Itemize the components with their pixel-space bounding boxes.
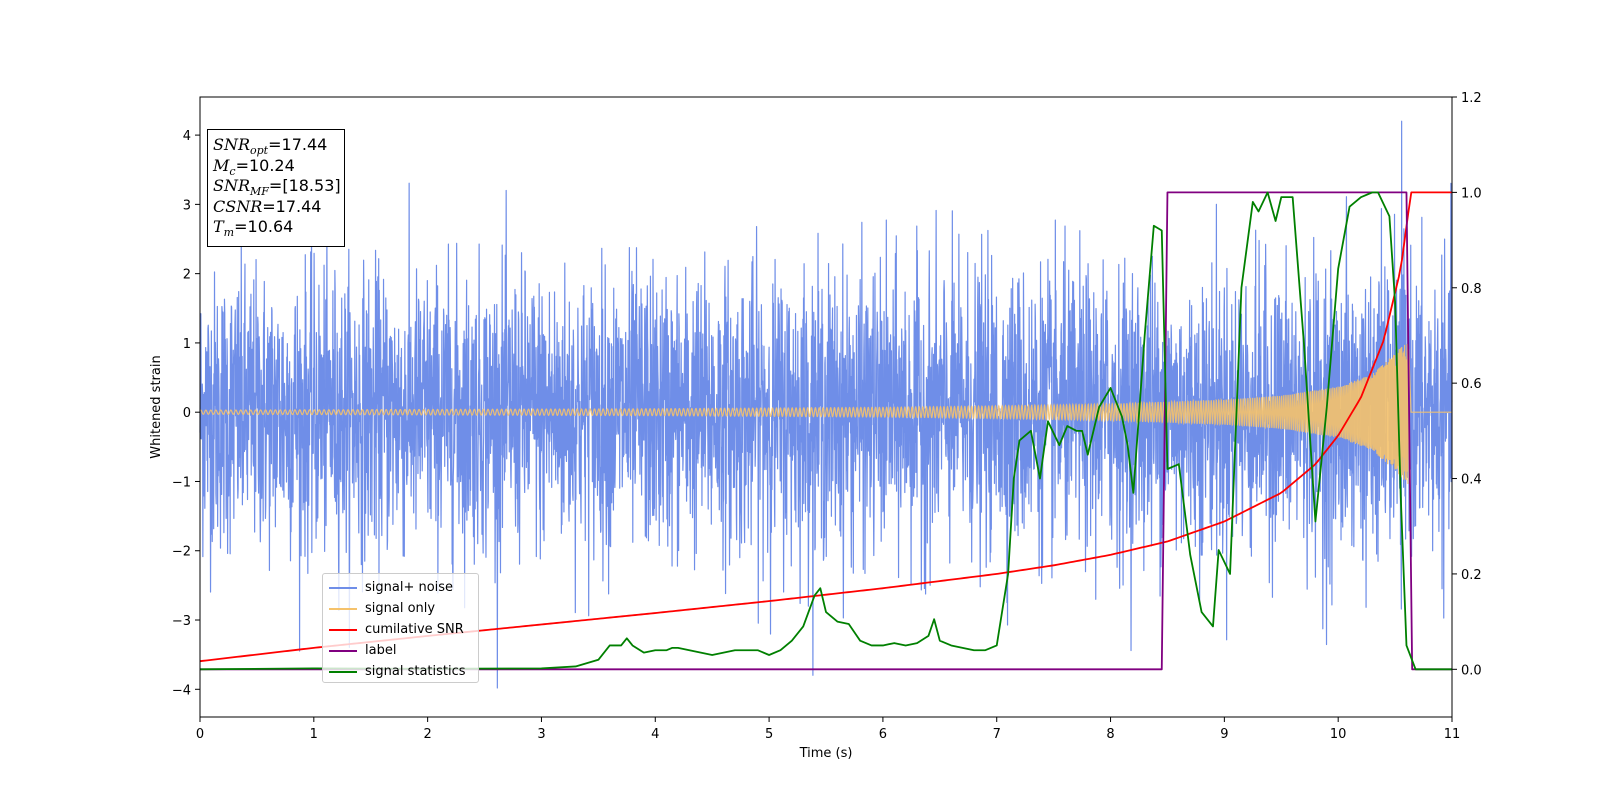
x-tick-label: 4	[651, 727, 659, 742]
y-axis-label: Whitened strain	[149, 355, 164, 458]
legend-item-cumulative-snr: cumilative SNR	[329, 619, 478, 640]
x-tick-label: 10	[1330, 727, 1347, 742]
tm-row: Tm=10.64	[213, 217, 294, 240]
y2-tick-label: 0.2	[1461, 568, 1482, 583]
y-tick-label: −3	[172, 614, 191, 629]
legend-swatch	[329, 628, 357, 631]
legend: signal+ noise signal only cumilative SNR…	[322, 573, 479, 683]
csnr-row: CSNR=17.44	[213, 196, 322, 216]
y-tick-label: 2	[183, 268, 191, 283]
signal-only-line	[199, 343, 1452, 485]
x-tick-label: 9	[1220, 727, 1228, 742]
legend-item-signal-noise: signal+ noise	[329, 577, 478, 598]
legend-label: signal statistics	[365, 664, 466, 679]
y-tick-label: 4	[183, 129, 191, 144]
legend-swatch	[329, 649, 357, 652]
y2-tick-label: 0.4	[1461, 473, 1482, 488]
legend-item-signal-only: signal only	[329, 598, 478, 619]
legend-item-signal-statistics: signal statistics	[329, 661, 478, 682]
stats-box: SNRopt=17.44 Mc=10.24 SNRMF=[18.53] CSNR…	[207, 129, 345, 247]
snr-mf-value: =[18.53]	[268, 176, 341, 195]
legend-swatch	[329, 607, 357, 610]
x-tick-label: 6	[879, 727, 887, 742]
y-tick-label: 1	[183, 337, 191, 352]
axes-ticks: 0 1 2 3 4 5 6 7 8 9 10 11 −4 −3 −2 −1 0 1 2 3 4 0.0 0.2 0.4 0.6 0…	[172, 91, 1482, 742]
legend-label: label	[365, 643, 397, 658]
mc-row: Mc=10.24	[213, 155, 295, 178]
x-tick-label: 3	[537, 727, 545, 742]
plot-frame	[199, 96, 1453, 718]
legend-label: signal only	[365, 601, 436, 616]
y-tick-label: −2	[172, 545, 191, 560]
legend-item-label: label	[329, 640, 478, 661]
mc-value: =10.24	[235, 155, 295, 175]
csnr-value: =17.44	[262, 196, 322, 216]
tm-value: =10.64	[234, 217, 294, 236]
snr-mf-row: SNRMF=[18.53]	[213, 176, 341, 199]
y2-tick-label: 0.6	[1461, 377, 1482, 392]
x-axis-label: Time (s)	[799, 746, 853, 761]
snr-opt-row: SNRopt=17.44	[213, 135, 328, 158]
x-tick-label: 7	[993, 727, 1001, 742]
x-tick-label: 2	[423, 727, 431, 742]
legend-swatch	[329, 670, 357, 673]
legend-swatch	[329, 586, 357, 589]
x-tick-label: 0	[196, 727, 204, 742]
x-tick-label: 11	[1444, 727, 1461, 742]
y2-tick-label: 1.0	[1461, 186, 1482, 201]
y2-tick-label: 0.8	[1461, 282, 1482, 297]
legend-label: signal+ noise	[365, 580, 454, 595]
x-tick-label: 1	[310, 727, 318, 742]
signal-only-series	[199, 343, 1452, 485]
y2-tick-label: 1.2	[1461, 91, 1482, 106]
signal-statistics-line	[199, 191, 1452, 671]
snr-opt-value: =17.44	[268, 135, 328, 154]
y-tick-label: 0	[183, 406, 191, 421]
y-tick-label: −4	[172, 683, 191, 698]
y-tick-label: 3	[183, 198, 191, 213]
y-tick-label: −1	[172, 475, 191, 490]
legend-label: cumilative SNR	[365, 622, 464, 637]
y2-tick-label: 0.0	[1461, 663, 1482, 678]
x-tick-label: 5	[765, 727, 773, 742]
x-tick-label: 8	[1106, 727, 1114, 742]
